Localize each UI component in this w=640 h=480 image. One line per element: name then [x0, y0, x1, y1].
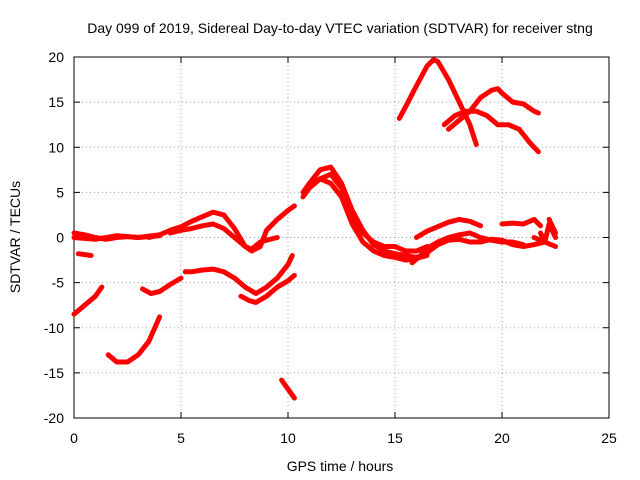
y-axis-label: SDTVAR / TECUs [7, 181, 23, 293]
series-arc-12 [300, 171, 430, 254]
series-arc-2 [71, 232, 163, 242]
chart-title: Day 099 of 2019, Sidereal Day-to-day VTE… [87, 20, 593, 36]
series-arc-24 [546, 216, 558, 236]
series-arc-19 [413, 216, 484, 240]
x-tick-label: 0 [70, 430, 78, 446]
series-arc-16 [441, 108, 541, 155]
x-tick-label: 5 [177, 430, 185, 446]
x-tick-label: 10 [280, 430, 296, 446]
series-arc-6 [140, 275, 184, 296]
series-arc-21 [499, 216, 543, 229]
chart-grid [74, 57, 609, 418]
y-tick-label: 15 [48, 94, 64, 110]
series-arc-3 [75, 251, 94, 258]
x-tick-label: 15 [387, 430, 403, 446]
y-tick-label: 10 [48, 139, 64, 155]
series-arc-4 [71, 284, 105, 317]
y-tick-label: 0 [56, 230, 64, 246]
y-tick-label: -10 [44, 320, 64, 336]
x-axis: 0 5 10 15 20 25 [70, 57, 617, 446]
x-axis-label: GPS time / hours [287, 458, 394, 474]
y-axis: -20 -15 -10 -5 0 5 10 15 20 [44, 49, 609, 426]
y-tick-label: 20 [48, 49, 64, 65]
series-arc-5 [105, 314, 163, 365]
series-arc-9 [182, 253, 295, 296]
series-arc-23 [531, 235, 558, 249]
series-arc-8 [167, 221, 280, 252]
series-arc-14 [306, 176, 430, 263]
series-arc-17 [446, 86, 541, 132]
series-arc-10 [238, 272, 297, 305]
y-tick-label: 5 [56, 184, 64, 200]
series-arc-20 [409, 236, 548, 266]
x-tick-label: 25 [601, 430, 617, 446]
y-tick-label: -20 [44, 410, 64, 426]
series-arc-11 [279, 377, 297, 401]
y-tick-label: -15 [44, 365, 64, 381]
series-arc-13 [300, 164, 430, 260]
series-group [71, 57, 558, 401]
y-tick-label: -5 [52, 275, 65, 291]
x-tick-label: 20 [494, 430, 510, 446]
series-arc-7 [146, 203, 297, 254]
